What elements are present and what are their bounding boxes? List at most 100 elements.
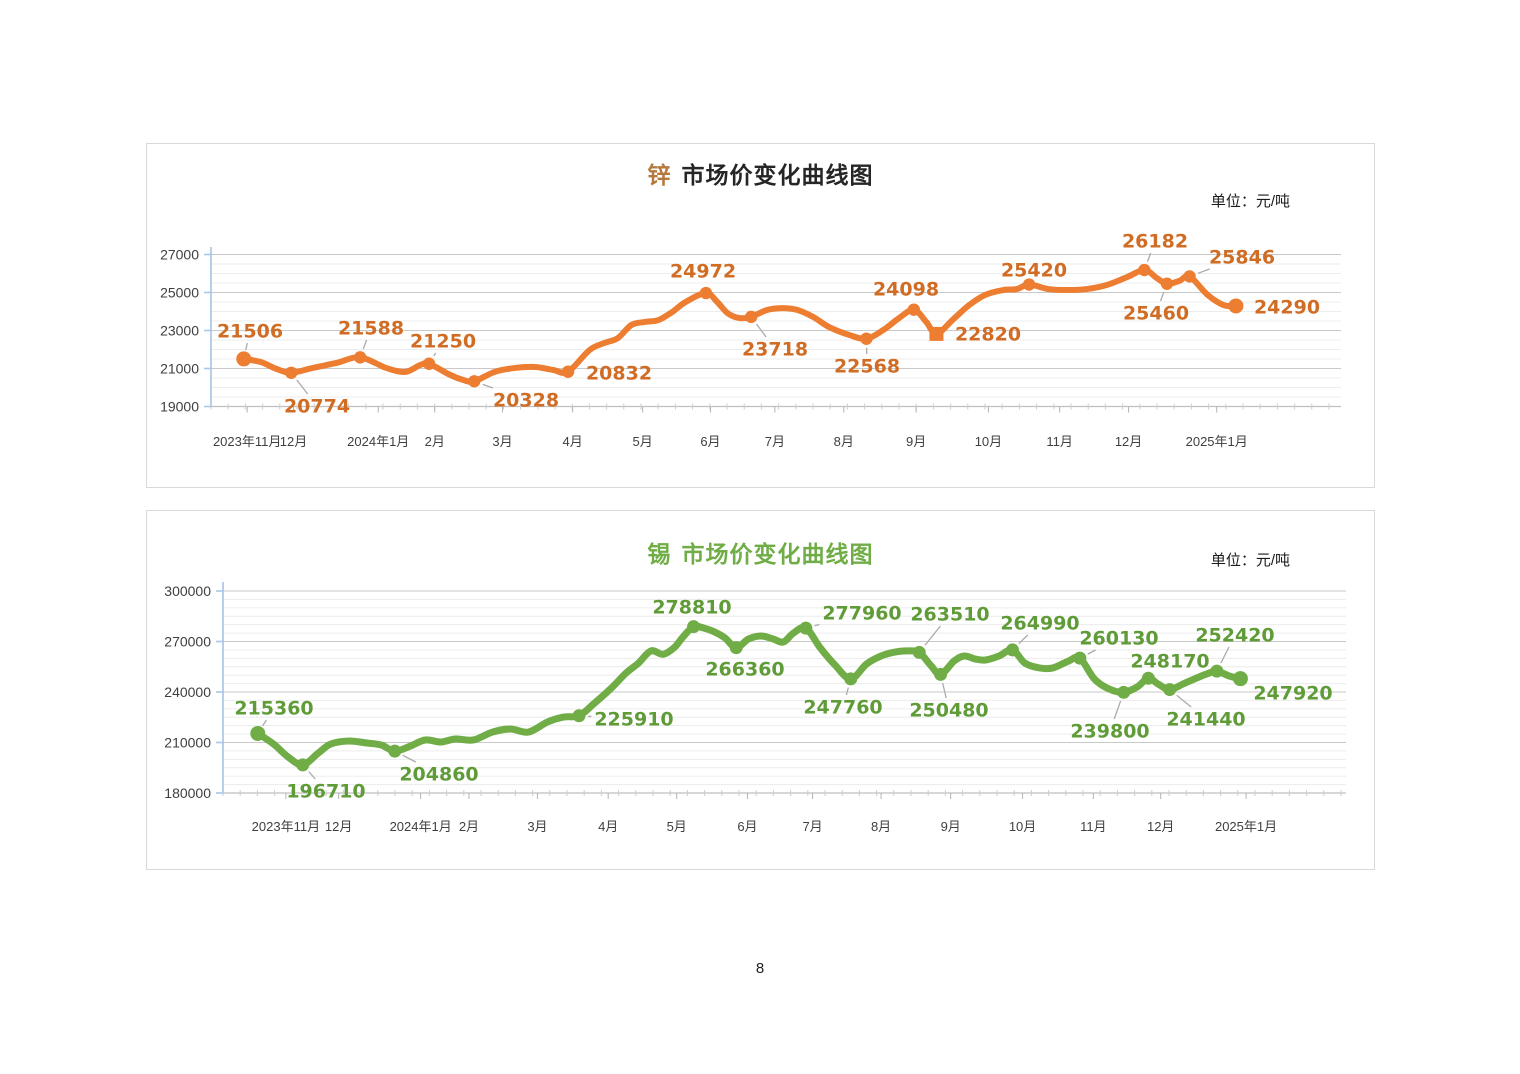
data-label: 24972: [670, 261, 736, 283]
x-tick-label: 5月: [633, 434, 653, 449]
leader-line: [1176, 694, 1192, 708]
tin-line-plot: 180000 210000 240000 270000 300000 2023年11月 12…: [164, 582, 1346, 834]
tin-chart-title-text: 市场价变化曲线图: [681, 541, 874, 567]
y-tick-label: 300000: [164, 583, 211, 599]
leader-line: [308, 771, 316, 780]
leader-line: [1159, 291, 1165, 302]
x-tick-label: 7月: [802, 819, 822, 834]
y-tick-label: 21000: [160, 361, 199, 377]
x-tick-label: 8月: [871, 819, 891, 834]
data-point-marker: [1160, 277, 1174, 290]
data-point-marker: [388, 744, 402, 758]
data-label: 20774: [284, 396, 350, 418]
data-point-marker: [699, 286, 713, 300]
data-point-marker: [912, 645, 926, 659]
x-tick-label: 4月: [598, 819, 618, 834]
x-tick-label: 3月: [527, 819, 547, 834]
leader-line: [433, 352, 437, 357]
data-point-marker: [1141, 671, 1155, 685]
x-tick-label: 12月: [280, 434, 307, 449]
tin-unit-label: 单位：元/吨: [1210, 552, 1290, 569]
data-label: 248170: [1130, 651, 1209, 673]
y-tick-label: 240000: [164, 684, 211, 700]
zinc-price-chart: 锌市场价变化曲线图 单位：元/吨 19000 21000 23000 25000 270…: [146, 143, 1375, 488]
x-tick-label: 6月: [737, 819, 757, 834]
leader-line: [924, 625, 941, 646]
data-label: 247760: [803, 697, 882, 719]
data-label: 21588: [338, 318, 404, 340]
data-point-marker: [572, 709, 586, 723]
x-tick-label: 4月: [562, 434, 582, 449]
data-point-marker: [929, 326, 944, 341]
data-point-marker: [799, 621, 813, 635]
data-point-marker: [687, 620, 701, 634]
leader-line: [1197, 268, 1210, 274]
data-point-marker: [729, 641, 743, 655]
data-label: 22568: [834, 356, 900, 378]
data-point-marker: [1138, 263, 1151, 277]
series-line: [254, 622, 1244, 769]
data-label: 21250: [410, 331, 476, 353]
zinc-chart-title-text: 市场价变化曲线图: [681, 162, 874, 188]
data-label: 252420: [1195, 625, 1274, 647]
leader-line: [1087, 649, 1096, 655]
data-point-marker: [1228, 298, 1244, 314]
x-tick-label: 12月: [1147, 819, 1174, 834]
leader-line: [942, 682, 947, 699]
leader-line: [482, 383, 494, 389]
y-tick-label: 27000: [160, 247, 199, 263]
x-tick-label: 2月: [459, 819, 479, 834]
tin-metal-name: 锡: [647, 541, 672, 567]
data-point-marker: [1117, 685, 1131, 699]
leader-line: [362, 339, 368, 350]
zinc-unit-label: 单位：元/吨: [1210, 193, 1290, 210]
data-point-marker: [934, 667, 948, 681]
data-label: 241440: [1166, 709, 1245, 731]
data-point-marker: [296, 758, 310, 772]
data-label: 20328: [493, 390, 559, 412]
zinc-metal-name: 锌: [647, 162, 672, 188]
leader-line: [245, 342, 248, 351]
data-label: 20832: [586, 363, 652, 385]
x-tick-label: 10月: [975, 434, 1002, 449]
x-tick-label: 6月: [700, 434, 720, 449]
y-tick-label: 23000: [160, 323, 199, 339]
leader-line: [1220, 646, 1230, 664]
data-point-marker: [744, 310, 758, 324]
data-label: 23718: [742, 339, 808, 361]
data-label: 25460: [1123, 303, 1189, 325]
data-point-marker: [250, 725, 266, 741]
data-label: 25846: [1209, 247, 1275, 269]
y-tick-label: 270000: [164, 634, 211, 650]
data-point-marker: [1005, 643, 1019, 657]
data-point-marker: [1210, 664, 1224, 678]
leader-line: [402, 754, 417, 763]
x-tick-label: 2025年1月: [1215, 819, 1277, 834]
x-tick-label: 11月: [1080, 819, 1107, 834]
data-label: 22820: [955, 324, 1021, 346]
data-label: 278810: [652, 597, 731, 619]
data-label: 204860: [399, 764, 478, 786]
data-label: 225910: [594, 709, 673, 731]
data-point-marker: [1022, 278, 1036, 291]
leader-line: [845, 687, 849, 696]
data-label: 196710: [286, 781, 365, 803]
data-point-marker: [1073, 651, 1087, 665]
x-tick-label: 11月: [1046, 434, 1073, 449]
x-tick-label: 9月: [906, 434, 926, 449]
leader-line: [262, 719, 267, 727]
data-point-marker: [468, 375, 481, 388]
data-label: 24290: [1254, 297, 1320, 319]
y-tick-label: 180000: [164, 785, 211, 801]
x-tick-label: 10月: [1009, 819, 1036, 834]
x-tick-label: 2023年11月: [252, 819, 320, 834]
data-point-marker: [860, 332, 873, 345]
x-tick-label: 2月: [425, 434, 445, 449]
y-tick-label: 19000: [160, 399, 199, 415]
x-tick-label: 2024年1月: [390, 819, 452, 834]
data-point-marker: [1183, 270, 1196, 283]
leader-line: [1113, 700, 1122, 720]
data-label: 215360: [234, 698, 313, 720]
